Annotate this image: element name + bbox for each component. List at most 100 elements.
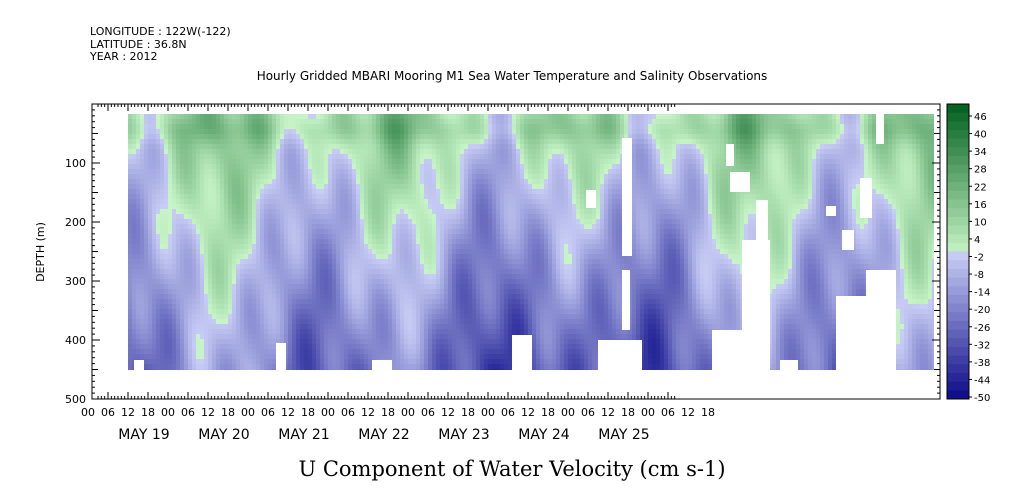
heatmap-cell <box>376 129 381 135</box>
heatmap-cell <box>388 114 393 120</box>
heatmap-cell <box>156 119 161 125</box>
heatmap-cell <box>172 234 177 240</box>
heatmap-cell <box>368 239 373 245</box>
heatmap-cell <box>436 349 441 355</box>
heatmap-cell <box>352 114 357 120</box>
heatmap-cell <box>332 154 337 160</box>
heatmap-cell <box>424 264 429 270</box>
heatmap-cell <box>316 229 321 235</box>
heatmap-cell <box>444 339 449 345</box>
heatmap-cell <box>316 129 321 135</box>
heatmap-cell <box>312 149 317 155</box>
heatmap-cell <box>256 324 261 330</box>
heatmap-cell <box>320 194 325 200</box>
heatmap-cell <box>252 199 257 205</box>
heatmap-cell <box>440 219 445 225</box>
heatmap-cell <box>320 229 325 235</box>
heatmap-cell <box>296 139 301 145</box>
heatmap-cell <box>304 359 309 365</box>
heatmap-cell <box>184 194 189 200</box>
heatmap-cell <box>232 244 237 250</box>
heatmap-cell <box>132 339 137 345</box>
heatmap-cell <box>364 159 369 165</box>
heatmap-cell <box>192 349 197 355</box>
heatmap-cell <box>428 339 433 345</box>
heatmap-cell <box>192 314 197 320</box>
heatmap-cell <box>132 199 137 205</box>
heatmap-cell <box>148 229 153 235</box>
heatmap-cell <box>368 154 373 160</box>
heatmap-cell <box>484 114 489 120</box>
heatmap-cell <box>484 274 489 280</box>
heatmap-cell <box>324 334 329 340</box>
heatmap-cell <box>372 144 377 150</box>
heatmap-cell <box>364 289 369 295</box>
heatmap-cell <box>432 119 437 125</box>
heatmap-cell <box>376 174 381 180</box>
heatmap-cell <box>428 219 433 225</box>
heatmap-cell <box>216 359 221 365</box>
heatmap-cell <box>216 164 221 170</box>
heatmap-cell <box>220 274 225 280</box>
heatmap-cell <box>356 314 361 320</box>
heatmap-cell <box>444 354 449 360</box>
heatmap-cell <box>172 254 177 260</box>
heatmap-cell <box>472 174 477 180</box>
heatmap-cell <box>284 339 289 345</box>
heatmap-cell <box>180 269 185 275</box>
heatmap-cell <box>480 124 485 130</box>
heatmap-cell <box>452 239 457 245</box>
heatmap-cell <box>476 289 481 295</box>
heatmap-cell <box>452 179 457 185</box>
heatmap-cell <box>152 174 157 180</box>
heatmap-cell <box>384 314 389 320</box>
heatmap-cell <box>344 299 349 305</box>
heatmap-cell <box>404 324 409 330</box>
heatmap-cell <box>428 199 433 205</box>
heatmap-cell <box>152 239 157 245</box>
heatmap-cell <box>280 149 285 155</box>
heatmap-cell <box>356 154 361 160</box>
heatmap-cell <box>224 124 229 130</box>
heatmap-cell <box>264 364 269 370</box>
heatmap-cell <box>464 249 469 255</box>
heatmap-cell <box>200 209 205 215</box>
heatmap-cell <box>332 204 337 210</box>
heatmap-cell <box>356 224 361 230</box>
heatmap-cell <box>388 309 393 315</box>
heatmap-cell <box>312 359 317 365</box>
heatmap-cell <box>204 259 209 265</box>
heatmap-cell <box>404 169 409 175</box>
heatmap-cell <box>272 224 277 230</box>
heatmap-cell <box>404 219 409 225</box>
heatmap-cell <box>272 339 277 345</box>
heatmap-cell <box>408 249 413 255</box>
heatmap-cell <box>364 239 369 245</box>
heatmap-cell <box>388 209 393 215</box>
heatmap-cell <box>312 194 317 200</box>
heatmap-cell <box>432 209 437 215</box>
heatmap-cell <box>308 264 313 270</box>
heatmap-cell <box>464 144 469 150</box>
heatmap-cell <box>340 134 345 140</box>
heatmap-cell <box>192 249 197 255</box>
heatmap-cell <box>252 364 257 370</box>
heatmap-cell <box>332 164 337 170</box>
heatmap-cell <box>296 224 301 230</box>
heatmap-cell <box>260 114 265 120</box>
heatmap-cell <box>144 134 149 140</box>
heatmap-cell <box>336 249 341 255</box>
heatmap-cell <box>416 354 421 360</box>
heatmap-cell <box>196 164 201 170</box>
heatmap-cell <box>488 134 493 140</box>
heatmap-cell <box>240 364 245 370</box>
heatmap-cell <box>164 149 169 155</box>
heatmap-cell <box>408 314 413 320</box>
heatmap-cell <box>320 274 325 280</box>
heatmap-cell <box>252 314 257 320</box>
heatmap-cell <box>308 269 313 275</box>
heatmap-cell <box>252 119 257 125</box>
heatmap-cell <box>244 144 249 150</box>
heatmap-cell <box>168 154 173 160</box>
heatmap-cell <box>316 339 321 345</box>
